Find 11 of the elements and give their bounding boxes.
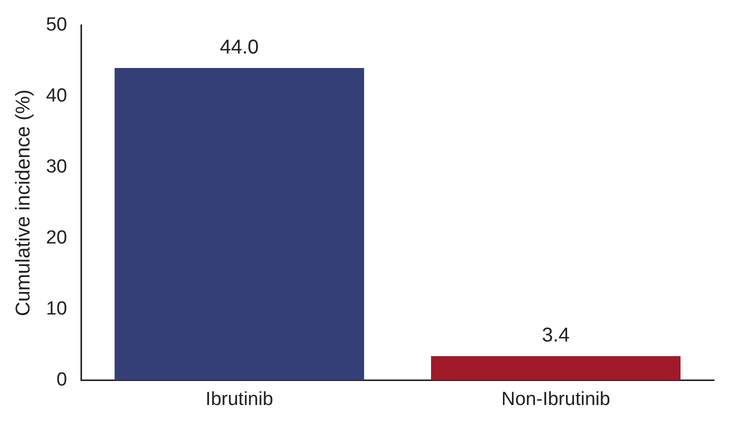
y-tick-label: 30 xyxy=(46,156,68,178)
data-label: 44.0 xyxy=(220,36,259,58)
y-tick-label: 10 xyxy=(46,298,68,320)
x-tick-label: Ibrutinib xyxy=(206,388,274,410)
y-tick-label: 40 xyxy=(46,86,68,107)
y-tick-label: 0 xyxy=(56,369,68,390)
y-tick-label: 50 xyxy=(46,14,68,36)
y-axis-title: Cumulative incidence (%) xyxy=(12,89,35,316)
data-label: 3.4 xyxy=(542,324,570,347)
x-tick-label: Non-Ibrutinib xyxy=(501,388,610,410)
y-tick-label: 20 xyxy=(46,228,68,249)
